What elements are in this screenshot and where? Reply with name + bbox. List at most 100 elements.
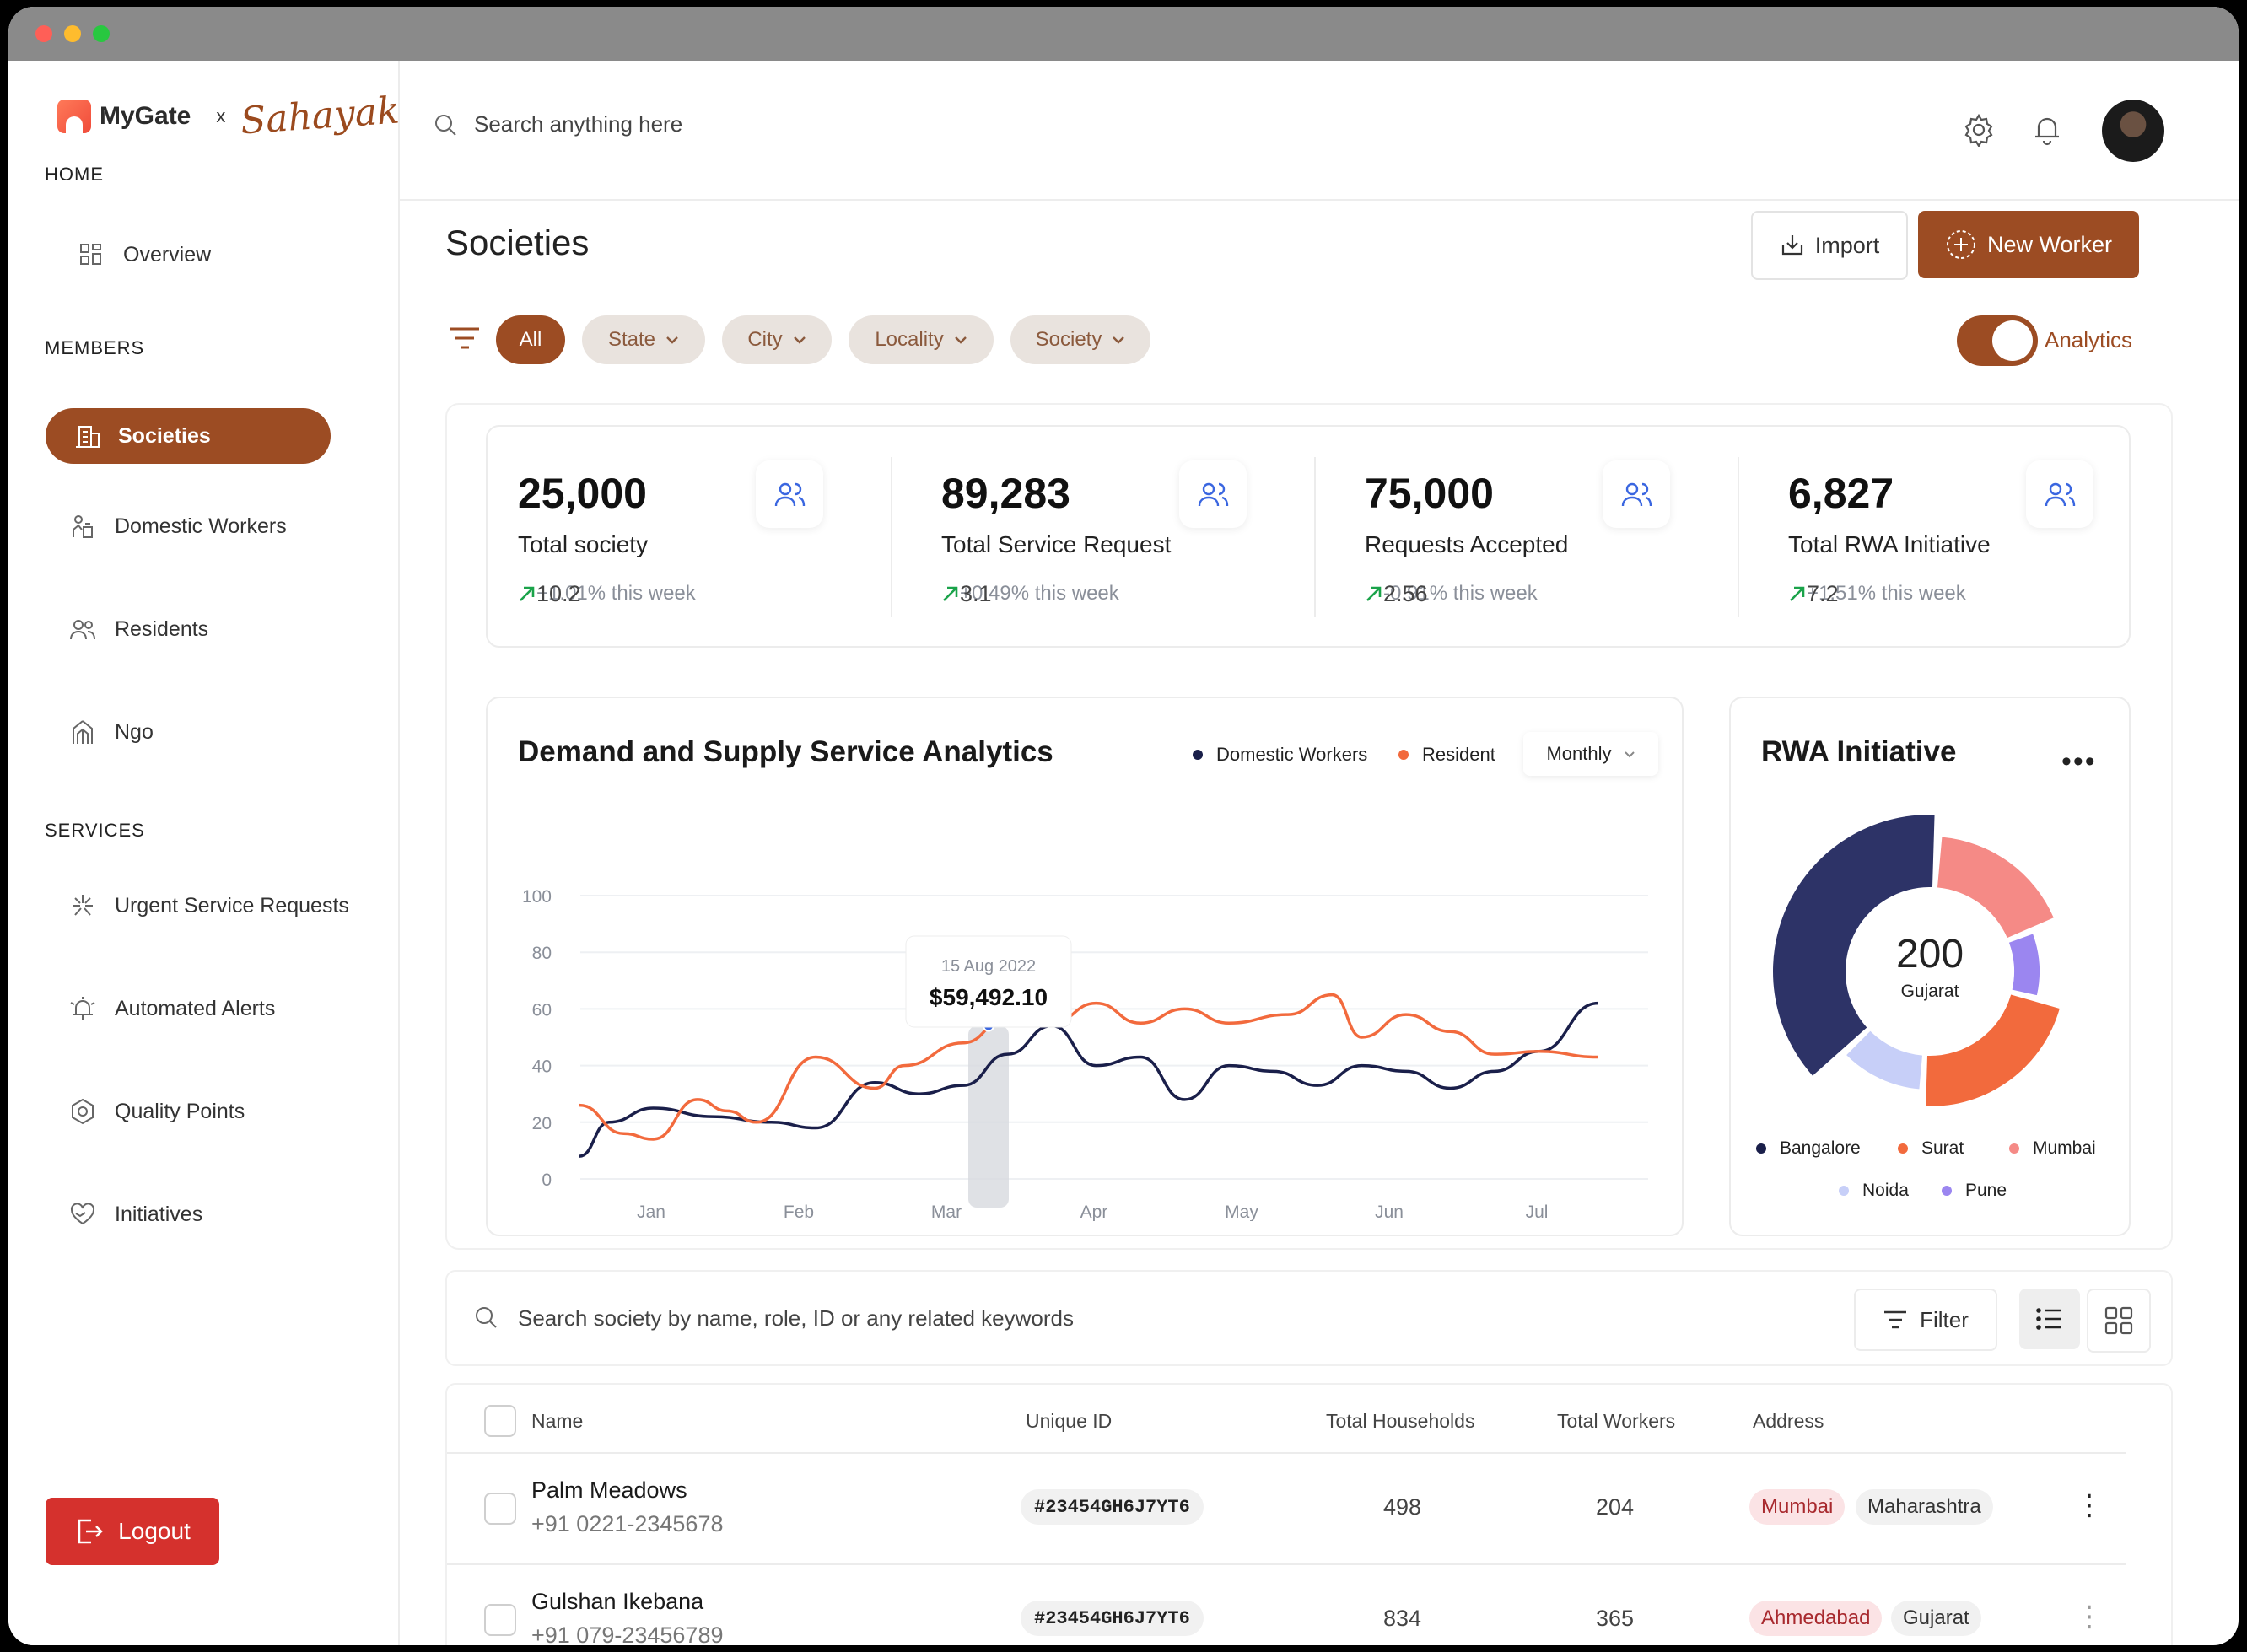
stat-block: 89,283 Total Service Request 3.1 +0.49% thi…	[911, 427, 1321, 646]
legend-mumbai: Mumbai	[2009, 1138, 2096, 1159]
column-header-unique-id[interactable]: Unique ID	[1026, 1410, 1113, 1432]
heart-hand-icon	[67, 1199, 98, 1230]
global-search[interactable]: Search anything here	[434, 111, 682, 137]
chart-title: Demand and Supply Service Analytics	[518, 735, 1053, 768]
list-view-button[interactable]	[2019, 1289, 2080, 1349]
row-actions-icon[interactable]: ⋮	[2075, 1601, 2104, 1633]
search-icon	[435, 114, 456, 136]
city-badge: Ahmedabad	[1749, 1601, 1883, 1636]
donut-hole	[1847, 889, 2013, 1054]
society-name[interactable]: Palm Meadows	[531, 1477, 687, 1503]
chip-city[interactable]: City	[722, 315, 832, 364]
series-line	[579, 1001, 1598, 1158]
sidebar-item-initiatives[interactable]: Initiatives	[67, 1199, 202, 1230]
row-actions-icon[interactable]: ⋮	[2075, 1489, 2104, 1521]
logout-label: Logout	[118, 1518, 191, 1544]
close-window-icon[interactable]	[35, 25, 52, 42]
chip-all[interactable]: All	[496, 315, 565, 364]
new-worker-button[interactable]: New Worker	[1918, 211, 2139, 278]
maximize-window-icon[interactable]	[93, 25, 110, 42]
sidebar-item-domestic-workers[interactable]: Domestic Workers	[67, 511, 287, 541]
settings-button[interactable]	[1962, 113, 1996, 151]
x-tick-label: Mar	[931, 1203, 962, 1221]
grid-view-button[interactable]	[2087, 1289, 2151, 1353]
trend-up-icon	[1366, 586, 1382, 601]
chip-locality[interactable]: Locality	[849, 315, 994, 364]
column-header-address[interactable]: Address	[1753, 1410, 1824, 1432]
donut-slice[interactable]	[1773, 815, 1935, 1076]
city-badge: Mumbai	[1749, 1489, 1846, 1525]
sidebar-item-automated-alerts[interactable]: Automated Alerts	[67, 993, 275, 1024]
donut-center-label: Gujarat	[1900, 982, 1959, 1001]
sidebar-item-label: Ngo	[115, 719, 154, 744]
sidebar-item-label: Domestic Workers	[115, 514, 287, 538]
unique-id-badge: #23454GH6J7YT6	[1021, 1601, 1204, 1636]
column-header-name[interactable]: Name	[531, 1410, 584, 1432]
rwa-initiative-card: RWA Initiative ••• 200 Gujarat Bangalore…	[1729, 697, 2131, 1236]
sidebar-item-ngo[interactable]: Ngo	[67, 717, 154, 747]
search-input[interactable]: Search anything here	[474, 111, 683, 137]
donut-slice[interactable]	[1846, 1030, 1923, 1090]
notifications-button[interactable]	[2031, 113, 2063, 151]
logout-icon	[78, 1519, 103, 1544]
donut-center-value: 200	[1895, 932, 1964, 977]
trend-up-icon	[1790, 586, 1805, 601]
filter-label: Filter	[1920, 1306, 1969, 1332]
sidebar-item-quality-points[interactable]: Quality Points	[67, 1096, 245, 1127]
period-select[interactable]: Monthly	[1523, 732, 1658, 776]
legend-label: Mumbai	[2033, 1138, 2096, 1158]
stat-delta: 2.56	[1383, 580, 1428, 606]
legend-pune: Pune	[1942, 1181, 2007, 1201]
society-search-input[interactable]: Search society by name, role, ID or any …	[518, 1305, 1074, 1331]
row-checkbox[interactable]	[484, 1604, 516, 1636]
sidebar-item-residents[interactable]: Residents	[67, 614, 208, 644]
select-all-checkbox[interactable]	[484, 1405, 516, 1437]
legend-dot	[1898, 1143, 1908, 1154]
legend-domestic-workers: Domestic Workers	[1193, 744, 1367, 766]
import-button[interactable]: Import	[1751, 211, 1908, 280]
filter-lines-icon[interactable]	[449, 326, 481, 357]
row-checkbox[interactable]	[484, 1493, 516, 1525]
ngo-icon	[67, 717, 98, 747]
users-icon	[67, 614, 98, 644]
filter-button[interactable]: Filter	[1854, 1289, 1997, 1351]
sidebar-item-urgent-service-requests[interactable]: Urgent Service Requests	[67, 891, 349, 921]
brand-logo[interactable]: MyGate x Sahayak	[57, 89, 401, 143]
sidebar-item-societies[interactable]: Societies	[46, 408, 331, 464]
minimize-window-icon[interactable]	[64, 25, 81, 42]
line-chart: 0 20 40 60 80 100 Jan Feb Mar Apr May Jun Jul 15 Aug …	[522, 887, 1648, 1221]
divider	[1314, 457, 1316, 617]
chip-society[interactable]: Society	[1010, 315, 1150, 364]
stat-trend: 2.56 -0.91% this week	[1365, 580, 1538, 606]
legend-label: Surat	[1921, 1138, 1964, 1158]
donut-slice[interactable]	[1937, 837, 2054, 939]
trend-up-icon	[520, 586, 535, 601]
chip-state[interactable]: State	[582, 315, 705, 364]
y-tick-label: 80	[532, 944, 552, 963]
logout-button[interactable]: Logout	[46, 1498, 219, 1565]
sidebar-item-overview[interactable]: Overview	[76, 239, 211, 270]
chip-label: Society	[1035, 328, 1102, 351]
stat-delta: 3.1	[960, 580, 992, 606]
legend-dot	[1193, 750, 1203, 760]
more-options-icon[interactable]: •••	[2061, 745, 2097, 778]
donut-slice[interactable]	[1926, 994, 2060, 1106]
sidebar-item-label: Quality Points	[115, 1099, 245, 1123]
donut-slice[interactable]	[2008, 934, 2040, 996]
x-tick-label: Jul	[1526, 1203, 1549, 1221]
new-worker-label: New Worker	[1986, 231, 2113, 257]
page-title: Societies	[445, 223, 590, 262]
households-value: 834	[1383, 1606, 1422, 1631]
analytics-toggle[interactable]	[1957, 315, 2038, 366]
section-title-services: SERVICES	[45, 820, 145, 841]
hexagon-icon	[67, 1096, 98, 1127]
society-name[interactable]: Gulshan Ikebana	[531, 1589, 704, 1614]
column-header-households[interactable]: Total Households	[1326, 1410, 1475, 1432]
donut-chart	[1773, 815, 2060, 1106]
y-tick-label: 40	[532, 1057, 552, 1077]
users-icon	[756, 460, 823, 528]
unique-id-badge: #23454GH6J7YT6	[1021, 1489, 1204, 1525]
avatar[interactable]	[2102, 100, 2164, 162]
column-header-workers[interactable]: Total Workers	[1557, 1410, 1676, 1432]
period-label: Monthly	[1546, 743, 1612, 764]
